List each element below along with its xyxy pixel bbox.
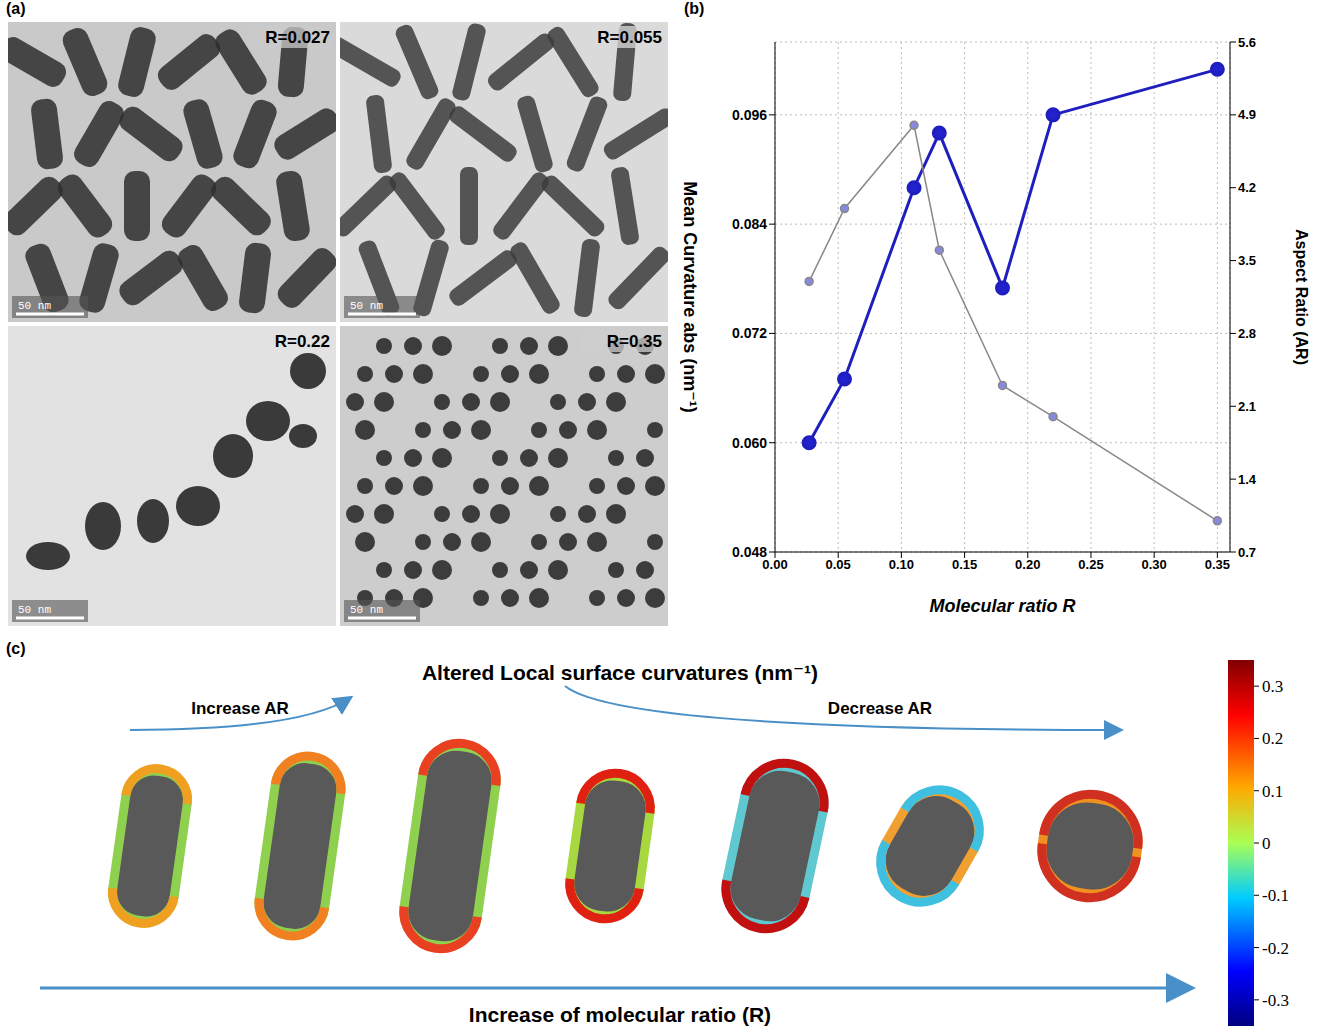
svg-text:-0.1: -0.1 xyxy=(1262,886,1289,905)
svg-text:0.30: 0.30 xyxy=(1142,557,1167,572)
svg-text:2.1: 2.1 xyxy=(1238,399,1256,414)
svg-text:0.10: 0.10 xyxy=(889,557,914,572)
html-text:(b): (b) xyxy=(684,0,705,17)
svg-text:4.9: 4.9 xyxy=(1238,107,1256,122)
svg-text:0.096: 0.096 xyxy=(732,107,767,123)
svg-text:50 nm: 50 nm xyxy=(18,604,51,616)
svg-text:0.05: 0.05 xyxy=(826,557,851,572)
svg-text:3.5: 3.5 xyxy=(1238,253,1256,268)
svg-text:Altered Local surface curvatur: Altered Local surface curvatures (nm⁻¹) xyxy=(422,661,818,684)
svg-text:0.084: 0.084 xyxy=(732,216,767,232)
svg-text:R=0.35: R=0.35 xyxy=(607,332,662,351)
svg-text:Increase AR: Increase AR xyxy=(191,699,289,718)
svg-text:R=0.055: R=0.055 xyxy=(597,28,662,47)
svg-text:0.20: 0.20 xyxy=(1015,557,1040,572)
svg-text:R=0.22: R=0.22 xyxy=(275,332,330,351)
svg-text:1.4: 1.4 xyxy=(1238,472,1257,487)
svg-text:0.2: 0.2 xyxy=(1262,729,1283,748)
svg-text:0.7: 0.7 xyxy=(1238,545,1256,560)
svg-text:5.6: 5.6 xyxy=(1238,35,1256,50)
svg-text:Decrease AR: Decrease AR xyxy=(828,699,932,718)
svg-text:4.2: 4.2 xyxy=(1238,180,1256,195)
svg-text:0.3: 0.3 xyxy=(1262,677,1283,696)
svg-text:0.15: 0.15 xyxy=(952,557,977,572)
svg-text:-0.3: -0.3 xyxy=(1262,991,1289,1010)
svg-text:50 nm: 50 nm xyxy=(18,300,51,312)
svg-text:0.00: 0.00 xyxy=(762,557,788,573)
svg-text:Molecular ratio R: Molecular ratio R xyxy=(929,596,1075,616)
svg-text:Mean Curvature abs (nm⁻¹): Mean Curvature abs (nm⁻¹) xyxy=(680,181,700,413)
svg-text:Increase of molecular ratio (R: Increase of molecular ratio (R) xyxy=(469,1003,771,1026)
svg-text:2.8: 2.8 xyxy=(1238,326,1256,341)
svg-text:0.072: 0.072 xyxy=(732,325,767,341)
svg-text:0.35: 0.35 xyxy=(1205,557,1230,572)
svg-text:0.25: 0.25 xyxy=(1078,557,1103,572)
svg-text:R=0.027: R=0.027 xyxy=(265,28,330,47)
svg-text:50 nm: 50 nm xyxy=(350,300,383,312)
svg-text:0.1: 0.1 xyxy=(1262,782,1283,801)
svg-text:0.048: 0.048 xyxy=(732,544,767,560)
svg-text:Aspect Ratio (AR): Aspect Ratio (AR) xyxy=(1293,229,1310,365)
svg-text:-0.2: -0.2 xyxy=(1262,939,1289,958)
svg-text:0.060: 0.060 xyxy=(732,435,767,451)
svg-text:0: 0 xyxy=(1262,834,1271,853)
svg-text:50 nm: 50 nm xyxy=(350,604,383,616)
html-text:(a): (a) xyxy=(6,0,26,17)
svg-text:(c): (c) xyxy=(6,640,26,657)
